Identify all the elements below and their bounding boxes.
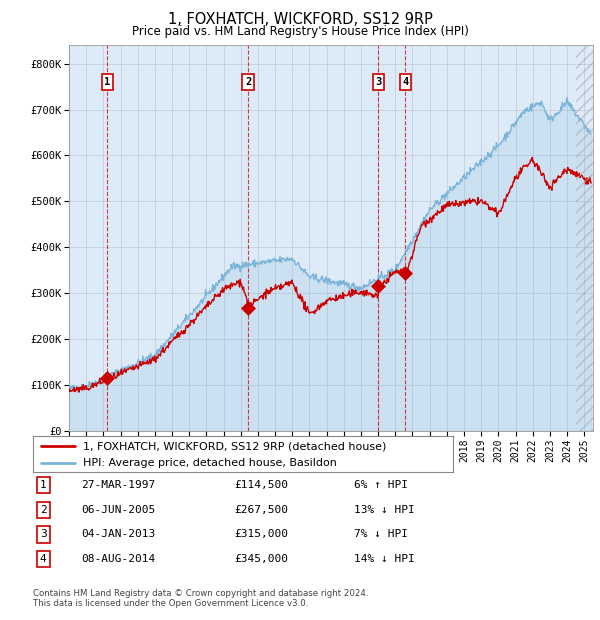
Text: 1: 1 [40, 480, 47, 490]
Text: 7% ↓ HPI: 7% ↓ HPI [354, 529, 408, 539]
Text: 3: 3 [375, 77, 382, 87]
Text: 04-JAN-2013: 04-JAN-2013 [81, 529, 155, 539]
Text: £345,000: £345,000 [234, 554, 288, 564]
Text: 4: 4 [40, 554, 47, 564]
Text: 08-AUG-2014: 08-AUG-2014 [81, 554, 155, 564]
Bar [575, 45, 593, 431]
Text: 4: 4 [403, 77, 409, 87]
Text: 6% ↑ HPI: 6% ↑ HPI [354, 480, 408, 490]
Text: £114,500: £114,500 [234, 480, 288, 490]
Text: 2: 2 [40, 505, 47, 515]
Text: 2: 2 [245, 77, 251, 87]
Text: 1, FOXHATCH, WICKFORD, SS12 9RP (detached house): 1, FOXHATCH, WICKFORD, SS12 9RP (detache… [83, 441, 387, 451]
Text: 06-JUN-2005: 06-JUN-2005 [81, 505, 155, 515]
Text: 1: 1 [104, 77, 110, 87]
Text: Price paid vs. HM Land Registry's House Price Index (HPI): Price paid vs. HM Land Registry's House … [131, 25, 469, 37]
Text: 13% ↓ HPI: 13% ↓ HPI [354, 505, 415, 515]
Text: £267,500: £267,500 [234, 505, 288, 515]
Text: 1, FOXHATCH, WICKFORD, SS12 9RP: 1, FOXHATCH, WICKFORD, SS12 9RP [167, 12, 433, 27]
Text: 27-MAR-1997: 27-MAR-1997 [81, 480, 155, 490]
Text: 14% ↓ HPI: 14% ↓ HPI [354, 554, 415, 564]
Text: £315,000: £315,000 [234, 529, 288, 539]
Text: 3: 3 [40, 529, 47, 539]
Text: Contains HM Land Registry data © Crown copyright and database right 2024.: Contains HM Land Registry data © Crown c… [33, 589, 368, 598]
Text: This data is licensed under the Open Government Licence v3.0.: This data is licensed under the Open Gov… [33, 600, 308, 608]
Text: HPI: Average price, detached house, Basildon: HPI: Average price, detached house, Basi… [83, 458, 337, 467]
